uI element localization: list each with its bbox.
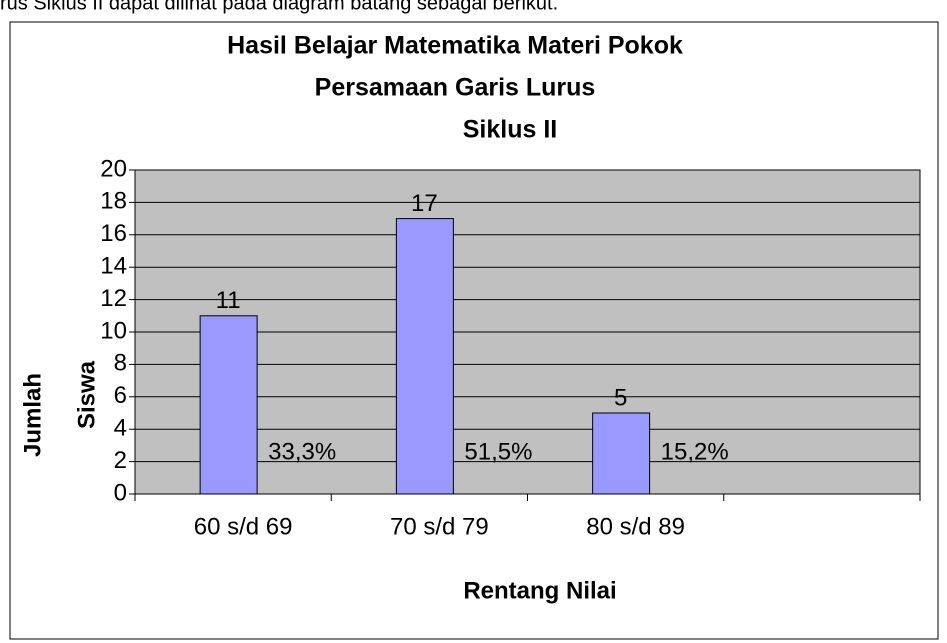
value-label: 11 (216, 287, 241, 314)
chart-title: Persamaan Garis Lurus (315, 74, 596, 102)
y-axis-label: Jumlah (19, 373, 46, 457)
caption: rus Siklus II dapat dilihat pada diagram… (0, 0, 558, 14)
chart-frame (9, 21, 939, 640)
chart-title: Siklus II (463, 116, 557, 144)
chart-title: Hasil Belajar Matematika Materi Pokok (227, 32, 683, 60)
y-tick-label: 6 (114, 382, 127, 409)
x-axis-label: Rentang Nilai (463, 577, 616, 604)
y-tick-label: 16 (100, 220, 127, 247)
x-tick-label: 70 s/d 79 (390, 513, 489, 540)
y-axis-label: Siswa (73, 360, 100, 429)
y-tick-label: 14 (100, 253, 127, 280)
bar (199, 315, 258, 495)
y-tick-label: 8 (114, 350, 127, 377)
y-tick-label: 2 (114, 447, 127, 474)
y-tick-label: 18 (100, 188, 127, 215)
y-tick-label: 4 (114, 415, 127, 442)
x-tick-label: 80 s/d 89 (586, 513, 685, 540)
percent-label: 15,2% (661, 438, 729, 465)
y-tick-label: 10 (100, 317, 127, 344)
y-tick-label: 12 (100, 285, 127, 312)
percent-label: 33,3% (268, 438, 336, 465)
x-tick-label: 60 s/d 69 (194, 513, 293, 540)
bar (395, 218, 454, 495)
percent-label: 51,5% (464, 438, 532, 465)
bar (592, 412, 651, 495)
value-label: 5 (614, 384, 627, 411)
value-label: 17 (411, 190, 438, 217)
y-tick-label: 20 (100, 155, 127, 182)
y-tick-label: 0 (114, 479, 127, 506)
